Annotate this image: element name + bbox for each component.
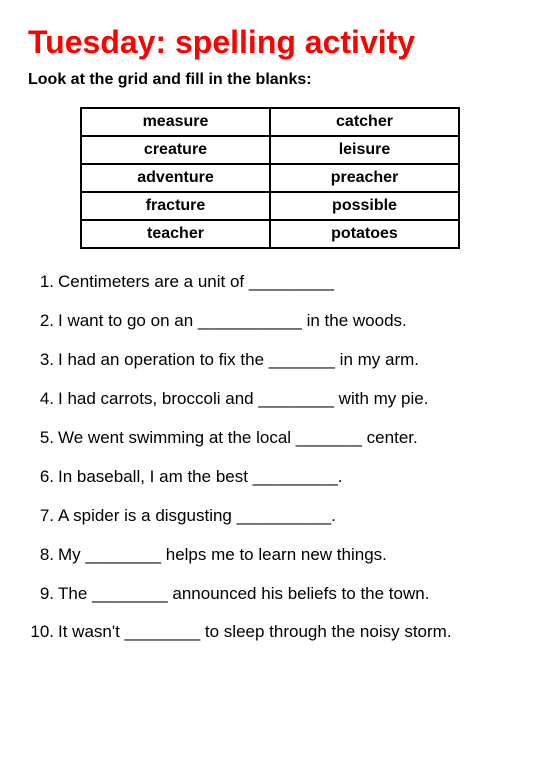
question-text: The ________ announced his beliefs to th… — [58, 584, 429, 603]
list-item: 1.Centimeters are a unit of _________ — [28, 271, 512, 294]
list-item: 8.My ________ helps me to learn new thin… — [28, 544, 512, 567]
grid-cell: creature — [81, 136, 270, 164]
question-text: We went swimming at the local _______ ce… — [58, 428, 418, 447]
question-number: 3. — [28, 349, 54, 372]
question-number: 8. — [28, 544, 54, 567]
list-item: 4.I had carrots, broccoli and ________ w… — [28, 388, 512, 411]
grid-cell: catcher — [270, 108, 459, 136]
list-item: 3.I had an operation to fix the _______ … — [28, 349, 512, 372]
grid-cell: teacher — [81, 220, 270, 248]
list-item: 9.The ________ announced his beliefs to … — [28, 583, 512, 606]
grid-cell: possible — [270, 192, 459, 220]
question-number: 4. — [28, 388, 54, 411]
table-row: adventure preacher — [81, 164, 459, 192]
list-item: 6.In baseball, I am the best _________. — [28, 466, 512, 489]
question-number: 1. — [28, 271, 54, 294]
question-text: Centimeters are a unit of _________ — [58, 272, 334, 291]
table-row: fracture possible — [81, 192, 459, 220]
question-text: A spider is a disgusting __________. — [58, 506, 336, 525]
question-number: 7. — [28, 505, 54, 528]
question-text: I want to go on an ___________ in the wo… — [58, 311, 407, 330]
table-row: creature leisure — [81, 136, 459, 164]
question-text: I had carrots, broccoli and ________ wit… — [58, 389, 428, 408]
question-list: 1.Centimeters are a unit of _________ 2.… — [28, 271, 512, 644]
question-number: 9. — [28, 583, 54, 606]
question-text: It wasn't ________ to sleep through the … — [58, 622, 452, 641]
instructions: Look at the grid and fill in the blanks: — [28, 71, 512, 89]
question-text: In baseball, I am the best _________. — [58, 467, 342, 486]
list-item: 5.We went swimming at the local _______ … — [28, 427, 512, 450]
grid-cell: fracture — [81, 192, 270, 220]
question-number: 6. — [28, 466, 54, 489]
grid-cell: preacher — [270, 164, 459, 192]
question-number: 5. — [28, 427, 54, 450]
word-grid-body: measure catcher creature leisure adventu… — [81, 108, 459, 248]
question-number: 2. — [28, 310, 54, 333]
question-text: I had an operation to fix the _______ in… — [58, 350, 419, 369]
table-row: teacher potatoes — [81, 220, 459, 248]
list-item: 10.It wasn't ________ to sleep through t… — [28, 621, 512, 644]
grid-cell: potatoes — [270, 220, 459, 248]
list-item: 2.I want to go on an ___________ in the … — [28, 310, 512, 333]
grid-cell: measure — [81, 108, 270, 136]
page-title: Tuesday: spelling activity — [28, 24, 512, 61]
word-grid: measure catcher creature leisure adventu… — [80, 107, 460, 249]
list-item: 7.A spider is a disgusting __________. — [28, 505, 512, 528]
table-row: measure catcher — [81, 108, 459, 136]
grid-cell: leisure — [270, 136, 459, 164]
grid-cell: adventure — [81, 164, 270, 192]
question-number: 10. — [28, 621, 54, 644]
question-text: My ________ helps me to learn new things… — [58, 545, 387, 564]
